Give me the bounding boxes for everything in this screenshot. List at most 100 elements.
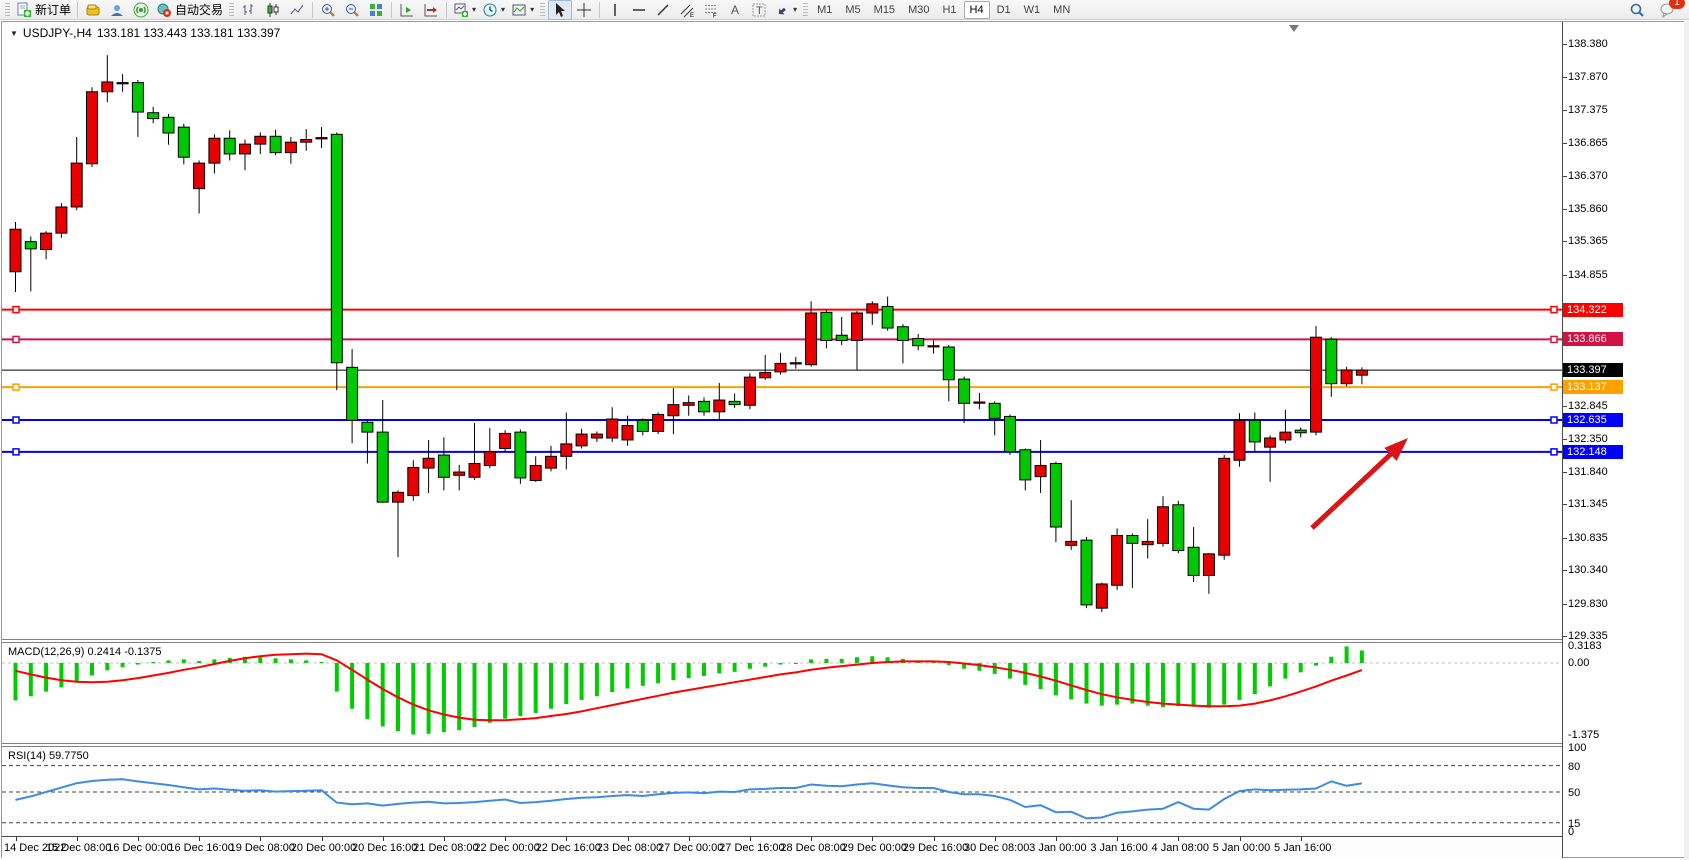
- text-label-button[interactable]: T: [747, 0, 771, 20]
- timeframe-button-h4[interactable]: H4: [963, 0, 990, 19]
- trend-arrow-head[interactable]: [1384, 438, 1408, 461]
- tile-windows-button[interactable]: [364, 0, 388, 20]
- new-order-icon: [16, 2, 32, 18]
- candle-body: [86, 91, 98, 165]
- horizontal-line-button[interactable]: [627, 0, 651, 20]
- fibonacci-button[interactable]: F: [699, 0, 723, 20]
- notifications-button[interactable]: 1: [1655, 0, 1685, 20]
- candle-body: [1202, 553, 1215, 576]
- macd-histogram-bar: [1145, 663, 1150, 706]
- price-tick-mark: [1562, 208, 1567, 210]
- chevron-down-icon: ▾: [793, 5, 798, 14]
- hline-anchor[interactable]: [1550, 305, 1558, 314]
- price-tick-label: 135.365: [1568, 235, 1608, 248]
- panel-separator[interactable]: [2, 743, 1562, 747]
- rsi-panel-canvas[interactable]: [2, 747, 1562, 836]
- hline-anchor[interactable]: [1550, 448, 1558, 456]
- candle-body: [1172, 504, 1185, 552]
- hline-anchor[interactable]: [1550, 383, 1558, 391]
- candle-body: [1111, 535, 1124, 586]
- auto-scroll-button[interactable]: [395, 0, 419, 20]
- macd-histogram-bar: [350, 663, 355, 709]
- macd-histogram-bar: [977, 663, 982, 671]
- chart-shift-button[interactable]: [419, 0, 443, 20]
- macd-histogram-bar: [549, 663, 553, 709]
- time-axis-label: 20 Dec 16:00: [351, 842, 418, 854]
- candle-body: [300, 139, 313, 143]
- timeframe-button-m1[interactable]: M1: [817, 3, 833, 16]
- price-tick-label: 137.870: [1568, 71, 1608, 84]
- wallet-button[interactable]: [81, 0, 105, 20]
- macd-histogram-bar: [564, 663, 569, 705]
- timeframe-button-m15[interactable]: M15: [873, 3, 896, 16]
- candlestick-chart-button[interactable]: [261, 0, 285, 20]
- candle-body: [529, 464, 542, 482]
- chart-shift-marker[interactable]: [1289, 25, 1299, 32]
- line-chart-button[interactable]: [285, 0, 309, 20]
- time-axis-label: 16 Dec 16:00: [168, 842, 234, 854]
- candle-body: [101, 81, 114, 93]
- community-button[interactable]: [105, 0, 129, 20]
- candle-body: [545, 455, 557, 469]
- hline-anchor[interactable]: [12, 305, 20, 314]
- wallet-icon: [85, 2, 101, 18]
- timeframe-button-m5[interactable]: M5: [845, 3, 861, 16]
- zoom-out-button[interactable]: [340, 0, 364, 20]
- candle-body: [942, 346, 955, 381]
- candle-body: [55, 206, 68, 234]
- signals-button[interactable]: [129, 0, 153, 20]
- candle-body: [269, 135, 282, 154]
- search-button[interactable]: [1625, 0, 1649, 20]
- timeframe-button-m30[interactable]: M30: [908, 3, 930, 16]
- bar-chart-icon: [241, 2, 257, 18]
- auto-trading-button[interactable]: 自动交易: [153, 0, 226, 20]
- new-order-button[interactable]: 新订单: [13, 0, 74, 20]
- toolbar-drag-handle[interactable]: [5, 2, 10, 17]
- macd-histogram-bar: [533, 663, 538, 713]
- timeframe-button-mn[interactable]: MN: [1053, 3, 1071, 16]
- trendline-button[interactable]: [651, 0, 675, 20]
- macd-histogram-bar: [151, 661, 156, 663]
- template-dropdown[interactable]: ▾: [508, 0, 537, 20]
- chevron-down-icon: ▾: [472, 5, 477, 14]
- hline-anchor[interactable]: [12, 335, 20, 344]
- time-tick-mark: [627, 837, 629, 841]
- hline-anchor[interactable]: [1550, 335, 1558, 344]
- bar-chart-button[interactable]: [237, 0, 261, 20]
- macd-panel-canvas[interactable]: [2, 643, 1562, 743]
- candle-body: [728, 400, 741, 406]
- symbol-dropdown-icon[interactable]: ▼: [10, 28, 18, 38]
- macd-histogram-bar: [1115, 663, 1120, 705]
- zoom-in-button[interactable]: [316, 0, 340, 20]
- hline-anchor[interactable]: [12, 416, 20, 424]
- text-button[interactable]: A: [723, 0, 747, 20]
- svg-text:E: E: [690, 13, 694, 18]
- candle-body: [9, 228, 22, 273]
- equidistant-channel-button[interactable]: E: [675, 0, 699, 20]
- macd-histogram-bar: [610, 663, 615, 693]
- candle-body: [116, 82, 129, 85]
- vertical-line-button[interactable]: [603, 0, 627, 20]
- timeframe-button-w1[interactable]: W1: [1023, 3, 1041, 16]
- hline-anchor[interactable]: [12, 383, 20, 391]
- chart-ohlc-values: 133.181 133.443 133.181 133.397: [96, 26, 281, 40]
- period-dropdown[interactable]: ▾: [479, 0, 508, 20]
- price-tick-mark: [1562, 635, 1567, 637]
- hline-anchor[interactable]: [12, 448, 20, 456]
- panel-separator[interactable]: [2, 639, 1562, 643]
- candle-body: [682, 402, 695, 406]
- timeframe-button-h1[interactable]: H1: [942, 3, 957, 16]
- trend-arrow-object[interactable]: [1310, 448, 1397, 530]
- hline-anchor[interactable]: [1550, 416, 1558, 424]
- main-chart-canvas[interactable]: [2, 40, 1562, 639]
- time-tick-mark: [688, 837, 690, 841]
- cursor-button[interactable]: [548, 0, 573, 20]
- time-axis[interactable]: 14 Dec 2022 15 Dec 08:00 16 Dec 00:00 16 De…: [2, 836, 1562, 859]
- crosshair-button[interactable]: [572, 0, 596, 20]
- arrows-dropdown[interactable]: ▾: [771, 0, 800, 20]
- timeframe-button-d1[interactable]: D1: [996, 3, 1011, 16]
- candle-body: [789, 362, 802, 365]
- candle-body: [1310, 336, 1322, 433]
- candle-body: [315, 137, 328, 140]
- new-chart-dropdown[interactable]: ▾: [450, 0, 479, 20]
